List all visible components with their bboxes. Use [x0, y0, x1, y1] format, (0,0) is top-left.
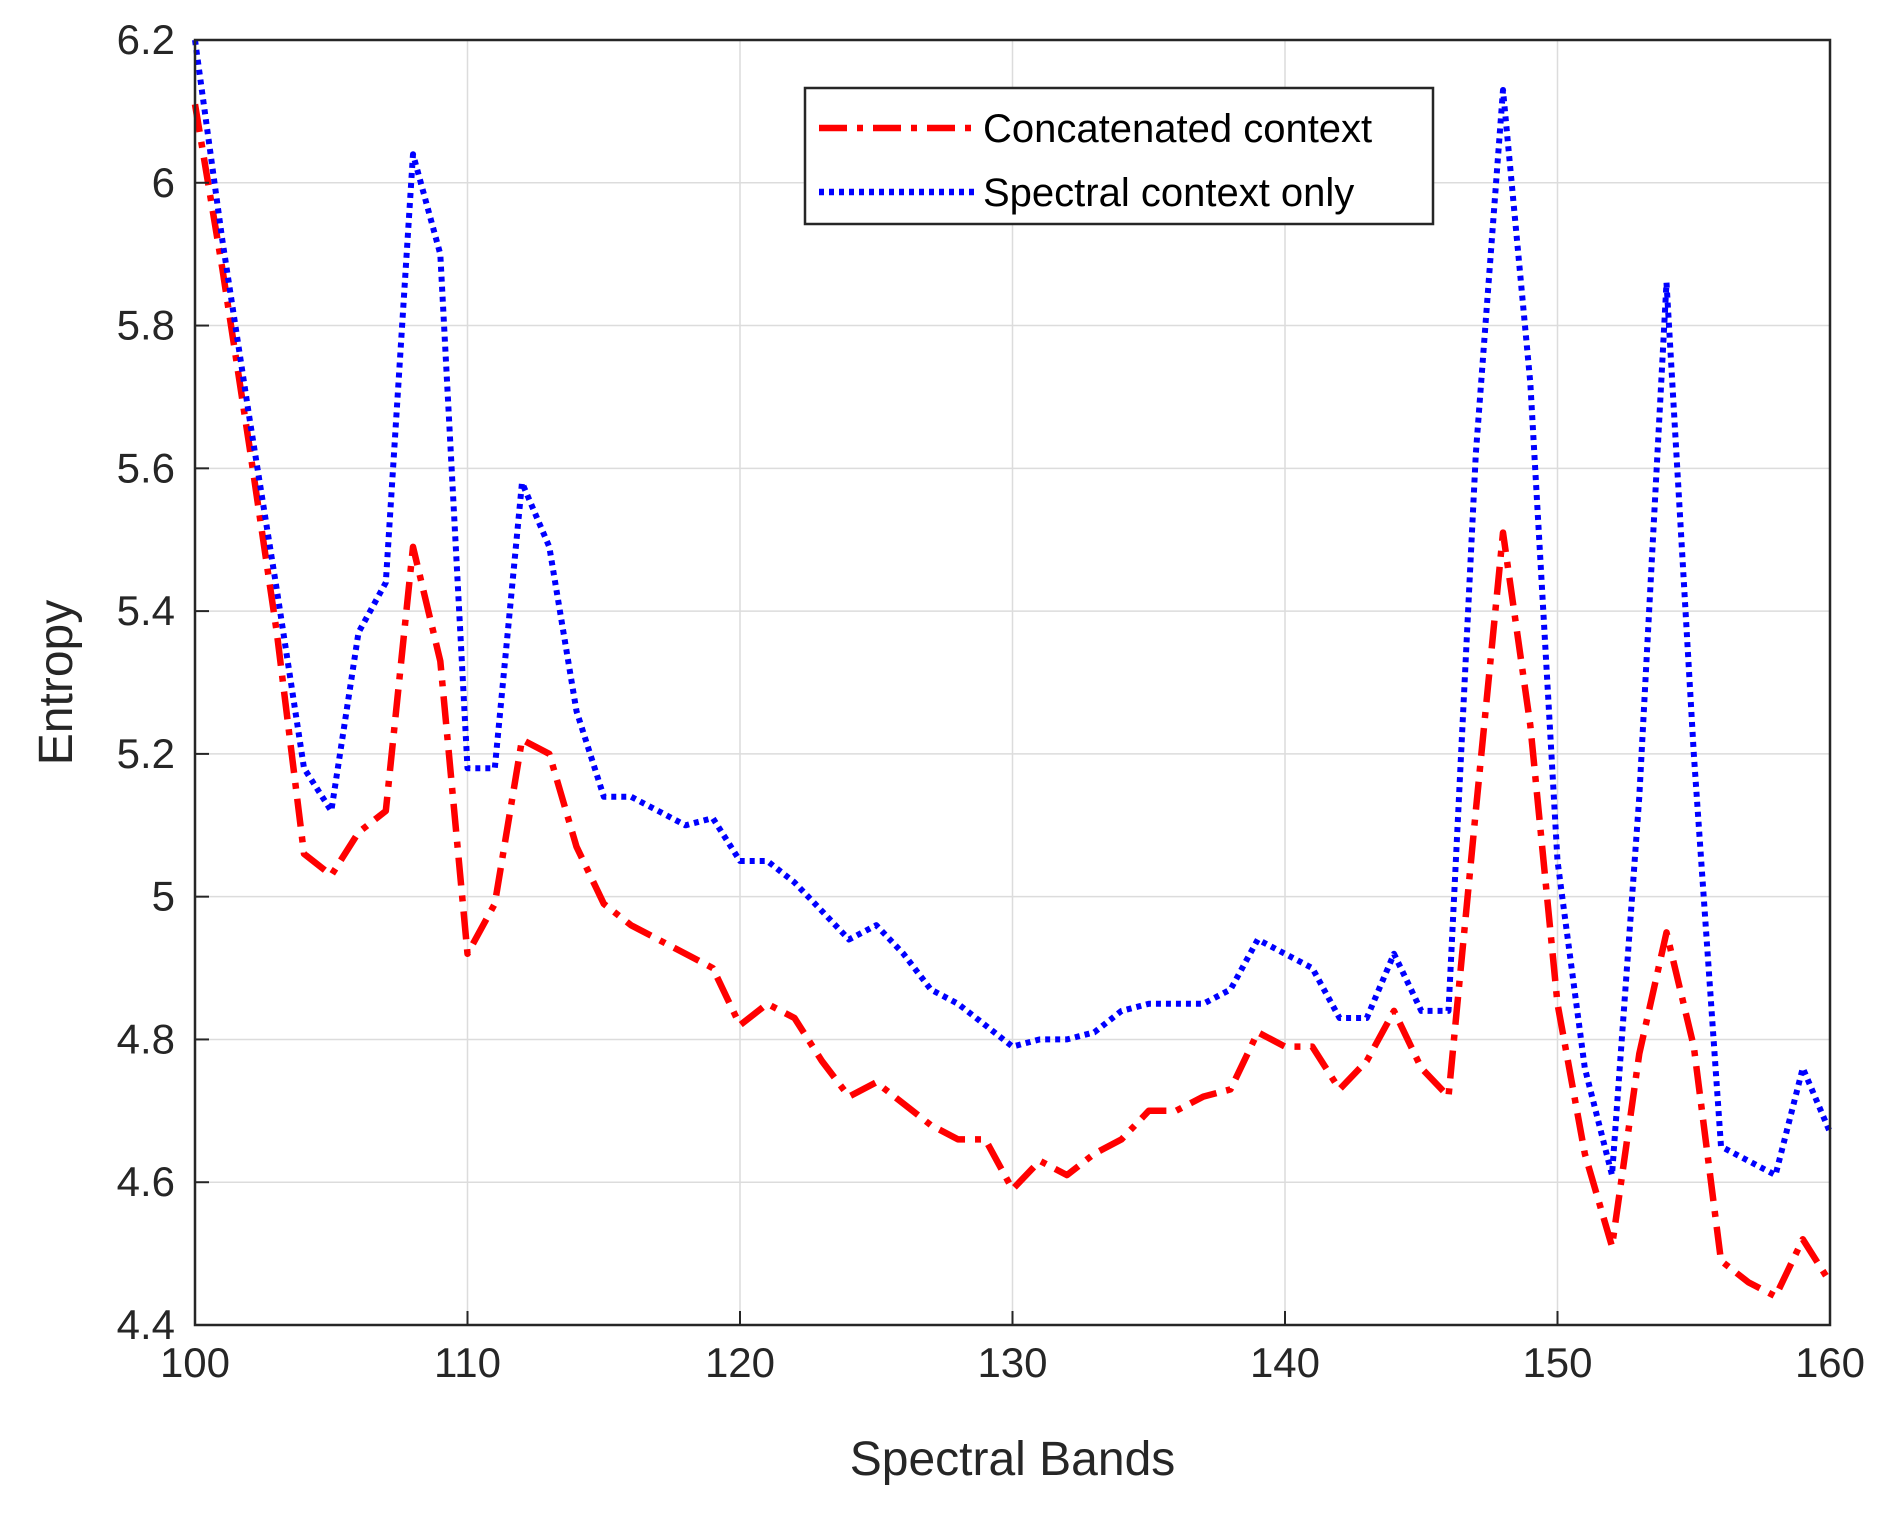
- series-line-spectral-context-only: [192, 39, 1833, 1179]
- ticks: 100 110 120 130 140 150 160 4.4 4.6 4.8 5 5.2 5.4 5.6…: [117, 16, 1865, 1386]
- legend-label-concatenated-context: Concatenated context: [983, 107, 1372, 151]
- x-tick-label: 130: [977, 1339, 1047, 1386]
- y-tick-label: 5.4: [117, 587, 175, 634]
- legend-box: [803, 86, 1435, 226]
- legend-label-spectral-context-only: Spectral context only: [983, 171, 1354, 215]
- x-tick-label: 110: [434, 1339, 501, 1386]
- series-line-concatenated-context: [191, 103, 1833, 1300]
- x-tick-label: 150: [1522, 1339, 1592, 1386]
- y-tick-label: 4.4: [117, 1301, 175, 1348]
- y-axis-title: Entropy: [30, 600, 83, 765]
- y-tick-label: 6.2: [117, 16, 175, 63]
- y-tick-label: 5.6: [117, 444, 175, 491]
- x-tick-label: 160: [1795, 1339, 1865, 1386]
- y-tick-label: 5.2: [117, 730, 175, 777]
- x-tick-label: 140: [1250, 1339, 1320, 1386]
- y-tick-label: 5.8: [117, 302, 175, 349]
- y-tick-label: 4.8: [117, 1015, 175, 1062]
- series-group: [191, 39, 1833, 1300]
- y-tick-label: 5: [152, 873, 175, 920]
- x-axis-title: Spectral Bands: [850, 1433, 1176, 1486]
- y-tick-label: 4.6: [117, 1158, 175, 1205]
- x-tick-label: 120: [705, 1339, 775, 1386]
- legend: Concatenated context Spectral context on…: [803, 86, 1435, 226]
- y-tick-label: 6: [152, 159, 175, 206]
- x-tick-label: 100: [160, 1339, 230, 1386]
